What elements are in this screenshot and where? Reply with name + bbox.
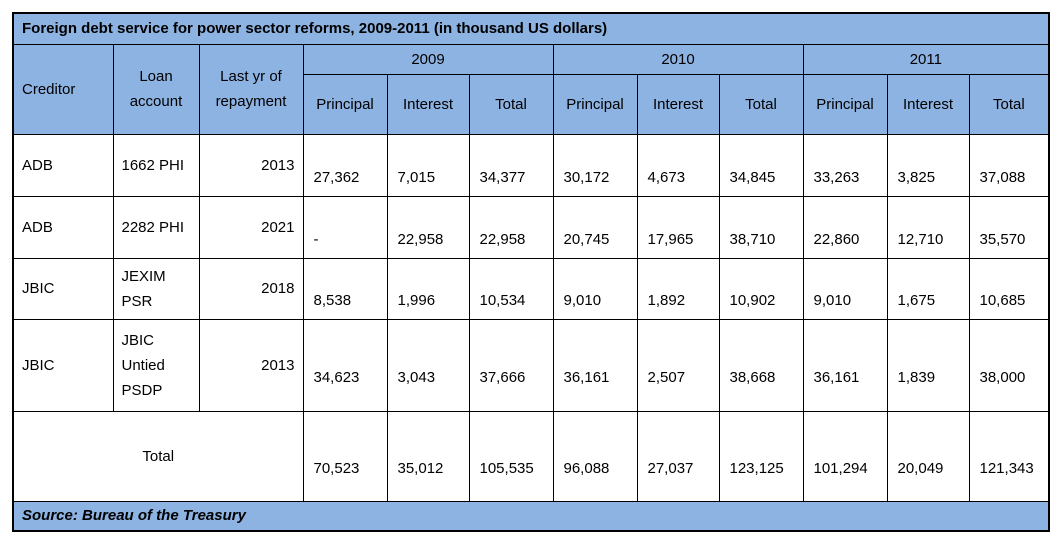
value-cell: 10,902 bbox=[718, 257, 804, 320]
total-value: 27,037 bbox=[636, 410, 720, 502]
year-header-row: Creditor Loan account Last yr of repayment… bbox=[12, 43, 1050, 135]
loan-cell: 2282 PHI bbox=[112, 195, 200, 259]
value-cell: 8,538 bbox=[302, 257, 388, 320]
creditor-cell: JBIC bbox=[12, 318, 114, 412]
value-cell: 17,965 bbox=[636, 195, 720, 259]
total-value: 20,049 bbox=[886, 410, 970, 502]
value-cell: 7,015 bbox=[386, 133, 470, 197]
value-cell: 30,172 bbox=[552, 133, 638, 197]
total-value: 105,535 bbox=[468, 410, 554, 502]
value-cell: 9,010 bbox=[802, 257, 888, 320]
value-cell: 34,623 bbox=[302, 318, 388, 412]
source-row: Source: Bureau of the Treasury bbox=[12, 500, 1050, 532]
value-cell: 35,570 bbox=[968, 195, 1050, 259]
value-cell: 1,839 bbox=[886, 318, 970, 412]
value-cell: 3,825 bbox=[886, 133, 970, 197]
sub-header: Interest bbox=[386, 73, 470, 135]
title-row: Foreign debt service for power sector re… bbox=[12, 12, 1050, 45]
total-row: Total 70,523 35,012 105,535 96,088 27,037 123,… bbox=[12, 410, 1050, 502]
value-cell: 20,745 bbox=[552, 195, 638, 259]
debt-table: Foreign debt service for power sector re… bbox=[12, 12, 1051, 532]
data-row: ADB 2282 PHI 2021-22,958 22,958 20,745 17,965… bbox=[12, 195, 1050, 259]
year-header: 2009 bbox=[302, 43, 554, 75]
value-cell: 37,088 bbox=[968, 133, 1050, 197]
value-cell: 37,666 bbox=[468, 318, 554, 412]
value-cell: 33,263 bbox=[802, 133, 888, 197]
year-cell: 2018 bbox=[198, 257, 304, 320]
value-cell: 1,996 bbox=[386, 257, 470, 320]
total-value: 35,012 bbox=[386, 410, 470, 502]
source-note: Source: Bureau of the Treasury bbox=[12, 500, 1050, 532]
value-cell: 27,362 bbox=[302, 133, 388, 197]
value-cell: 10,534 bbox=[468, 257, 554, 320]
value-cell: 34,845 bbox=[718, 133, 804, 197]
loan-cell: 1662 PHI bbox=[112, 133, 200, 197]
sub-header: Total bbox=[718, 73, 804, 135]
year-header: 2011 bbox=[802, 43, 1050, 75]
value-cell: 1,892 bbox=[636, 257, 720, 320]
year-cell: 2013 bbox=[198, 318, 304, 412]
sub-header: Interest bbox=[886, 73, 970, 135]
sub-header: Total bbox=[968, 73, 1050, 135]
value-cell: 34,377 bbox=[468, 133, 554, 197]
value-cell: 36,161 bbox=[552, 318, 638, 412]
data-row: ADB 1662 PHI 2013 27,362 7,015 34,377 30,172 4,… bbox=[12, 133, 1050, 197]
value-cell: 38,000 bbox=[968, 318, 1050, 412]
total-label: Total bbox=[12, 410, 304, 502]
value-cell: 3,043 bbox=[386, 318, 470, 412]
value-cell: 38,710 bbox=[718, 195, 804, 259]
year-cell: 2013 bbox=[198, 133, 304, 197]
table-container: Foreign debt service for power sector re… bbox=[12, 12, 1051, 532]
total-value: 123,125 bbox=[718, 410, 804, 502]
value-cell: 4,673 bbox=[636, 133, 720, 197]
creditor-cell: ADB bbox=[12, 195, 114, 259]
value-cell: 2,507 bbox=[636, 318, 720, 412]
creditor-cell: JBIC bbox=[12, 257, 114, 320]
loan-cell: JBIC Untied PSDP bbox=[112, 318, 200, 412]
table-title: Foreign debt service for power sector re… bbox=[12, 12, 1050, 45]
year-header: 2010 bbox=[552, 43, 804, 75]
value-cell: 36,161 bbox=[802, 318, 888, 412]
data-row: JBIC JEXIM PSR 2018 8,538 1,996 10,534 9,010 1,… bbox=[12, 257, 1050, 320]
sub-header: Principal bbox=[802, 73, 888, 135]
total-value: 70,523 bbox=[302, 410, 388, 502]
value-cell: 12,710 bbox=[886, 195, 970, 259]
total-value: 101,294 bbox=[802, 410, 888, 502]
year-cell: 2021 bbox=[198, 195, 304, 259]
total-value: 96,088 bbox=[552, 410, 638, 502]
value-cell: 22,860 bbox=[802, 195, 888, 259]
sub-header: Total bbox=[468, 73, 554, 135]
value-cell: 10,685 bbox=[968, 257, 1050, 320]
sub-header: Interest bbox=[636, 73, 720, 135]
column-header: Loan account bbox=[112, 43, 200, 135]
value-cell: 22,958 bbox=[386, 195, 470, 259]
loan-cell: JEXIM PSR bbox=[112, 257, 200, 320]
value-cell: 9,010 bbox=[552, 257, 638, 320]
value-cell: 1,675 bbox=[886, 257, 970, 320]
total-value: 121,343 bbox=[968, 410, 1050, 502]
column-header: Creditor bbox=[12, 43, 114, 135]
value-cell: - bbox=[302, 195, 388, 259]
value-cell: 22,958 bbox=[468, 195, 554, 259]
data-row: JBIC JBIC Untied PSDP 2013 34,623 3,043 37,66… bbox=[12, 318, 1050, 412]
sub-header: Principal bbox=[552, 73, 638, 135]
sub-header: Principal bbox=[302, 73, 388, 135]
creditor-cell: ADB bbox=[12, 133, 114, 197]
column-header: Last yr of repayment bbox=[198, 43, 304, 135]
sub-header-row: Principal Interest Total Principal Interest T… bbox=[13, 73, 1050, 135]
value-cell: 38,668 bbox=[718, 318, 804, 412]
